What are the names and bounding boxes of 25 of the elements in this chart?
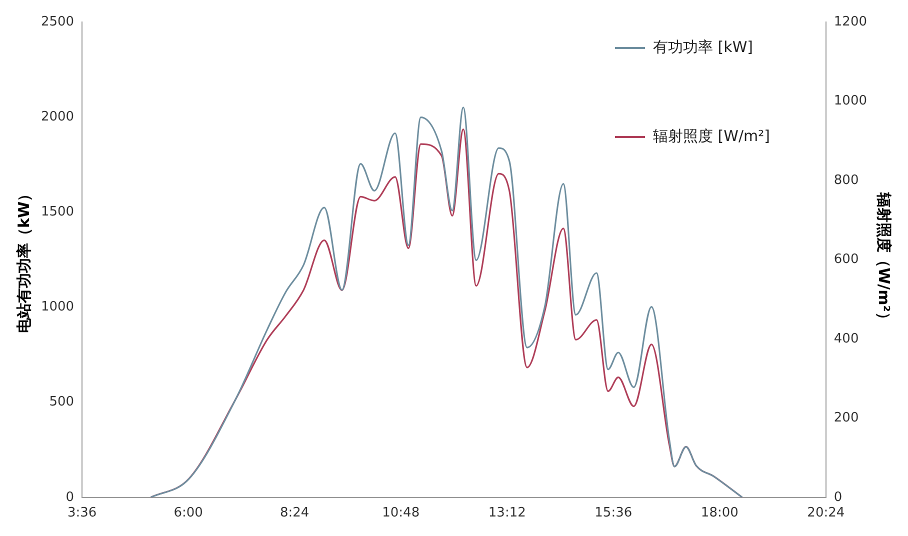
- y-tick-label: 1500: [40, 204, 74, 220]
- y-tick-label: 500: [49, 394, 74, 410]
- y-axis-title: 电站有功功率（kW）: [14, 186, 33, 333]
- y-tick-label: 0: [66, 490, 74, 505]
- x-tick-label: 13:12: [488, 506, 526, 521]
- y2-axis-title: 辐射照度（W/m²）: [875, 192, 894, 327]
- y2-tick-label: 400: [834, 331, 859, 346]
- x-tick-label: 15:36: [594, 506, 632, 521]
- y2-tick-label: 200: [834, 410, 859, 426]
- y-tick-label: 1000: [40, 300, 74, 315]
- y2-tick-label: 1200: [834, 14, 868, 30]
- y-tick-label: 2500: [40, 14, 74, 30]
- x-tick-label: 10:48: [382, 506, 420, 521]
- legend-label: 有功功率 [kW]: [653, 38, 754, 57]
- y2-tick-label: 800: [834, 172, 859, 188]
- y2-tick-label: 600: [834, 252, 859, 268]
- x-tick-label: 20:24: [807, 506, 845, 521]
- x-tick-label: 6:00: [174, 506, 203, 521]
- x-tick-label: 3:36: [67, 506, 97, 521]
- y2-tick-label: 0: [834, 490, 842, 505]
- legend-label: 辐射照度 [W/m²]: [653, 127, 770, 146]
- x-tick-label: 8:24: [280, 506, 310, 521]
- y-tick-label: 2000: [40, 109, 74, 124]
- x-tick-label: 18:00: [700, 506, 738, 521]
- y2-tick-label: 1000: [834, 94, 868, 109]
